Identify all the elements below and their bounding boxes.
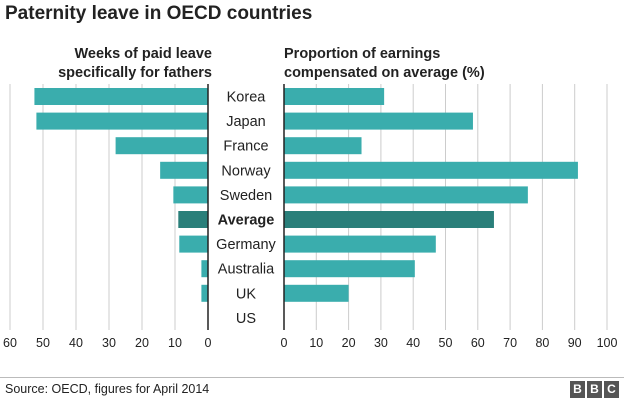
left-panel-label-line2: specifically for fathers <box>58 65 212 81</box>
proportion-tick-label: 90 <box>568 336 582 350</box>
category-label: Korea <box>227 90 267 106</box>
weeks-bar <box>34 88 208 105</box>
proportion-tick-label: 100 <box>597 336 618 350</box>
weeks-bar <box>201 260 208 278</box>
chart-title: Paternity leave in OECD countries <box>5 3 313 24</box>
weeks-bar <box>201 284 208 302</box>
category-label: Sweden <box>220 188 272 204</box>
proportion-tick-label: 70 <box>503 336 517 350</box>
category-label: Average <box>218 213 275 229</box>
proportion-bar <box>284 260 415 278</box>
weeks-bar <box>179 235 208 253</box>
category-label: UK <box>236 286 256 302</box>
proportion-bar <box>284 161 578 179</box>
source-note: Source: OECD, figures for April 2014 <box>5 382 210 396</box>
right-panel-label-line2: compensated on average (%) <box>284 65 485 81</box>
proportion-tick-label: 10 <box>309 336 323 350</box>
weeks-bar <box>173 186 208 204</box>
weeks-tick-label: 40 <box>69 336 83 350</box>
proportion-bar <box>284 284 349 302</box>
proportion-tick-label: 60 <box>471 336 485 350</box>
category-label: Australia <box>218 262 275 278</box>
proportion-bar <box>284 235 436 253</box>
weeks-bar <box>178 211 208 228</box>
proportion-bar <box>284 137 362 155</box>
category-label: Japan <box>226 114 266 130</box>
category-label: Germany <box>216 237 276 253</box>
proportion-bar <box>284 186 528 204</box>
bbc-logo: B B C <box>570 381 619 398</box>
left-panel-label: Weeks of paid leave specifically for fat… <box>28 45 212 83</box>
proportion-tick-label: 80 <box>535 336 549 350</box>
proportion-bar <box>284 88 385 105</box>
left-panel-label-line1: Weeks of paid leave <box>74 46 212 62</box>
weeks-tick-label: 30 <box>102 336 116 350</box>
right-panel-label-line1: Proportion of earnings <box>284 46 441 62</box>
proportion-tick-label: 30 <box>374 336 388 350</box>
proportion-tick-label: 40 <box>406 336 420 350</box>
weeks-bar <box>115 137 208 155</box>
weeks-tick-label: 50 <box>36 336 50 350</box>
logo-letter: B <box>570 381 585 398</box>
category-label: Norway <box>221 163 271 179</box>
weeks-bar <box>160 161 208 179</box>
paternity-leave-chart: Korea Japan France Norway Sweden Average Germa… <box>3 84 618 350</box>
weeks-bar <box>36 112 209 130</box>
weeks-tick-label: 20 <box>135 336 149 350</box>
weeks-tick-label: 0 <box>205 336 212 350</box>
category-label: France <box>223 139 268 155</box>
proportion-bar <box>284 211 494 228</box>
proportion-tick-label: 0 <box>281 336 288 350</box>
footer-divider <box>0 377 624 378</box>
logo-letter: B <box>587 381 602 398</box>
weeks-tick-label: 10 <box>168 336 182 350</box>
proportion-tick-label: 50 <box>439 336 453 350</box>
right-panel-label: Proportion of earnings compensated on av… <box>284 45 604 83</box>
logo-letter: C <box>604 381 619 398</box>
weeks-tick-label: 60 <box>3 336 17 350</box>
proportion-tick-label: 20 <box>342 336 356 350</box>
proportion-bar <box>284 112 473 130</box>
category-label: US <box>236 311 256 327</box>
